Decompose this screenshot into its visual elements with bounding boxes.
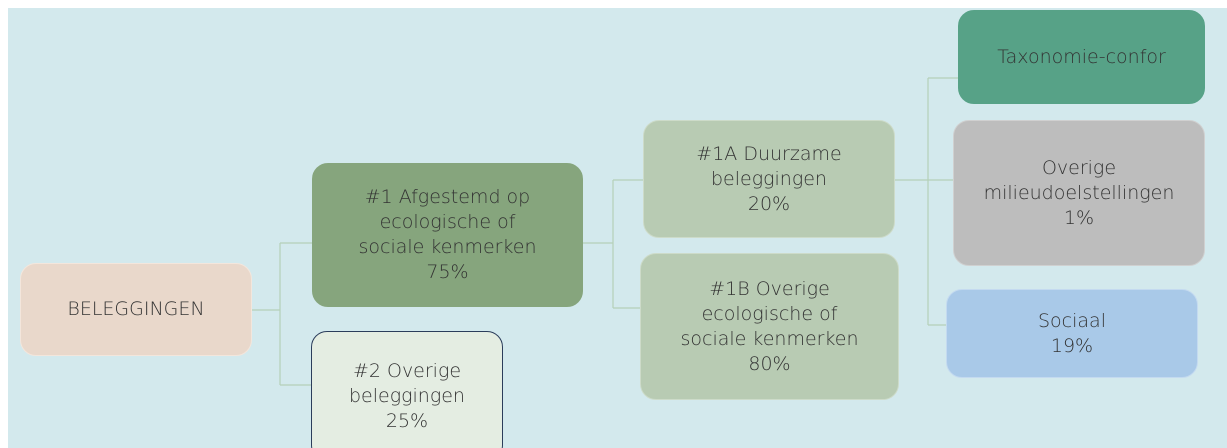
node-label: milieudoelstellingen (983, 181, 1175, 204)
node: Overige milieudoelstellingen 1% (953, 120, 1205, 266)
node-label: BELEGGINGEN (67, 298, 205, 320)
node-label: sociale kenmerken (680, 327, 859, 350)
node: #2 Overige beleggingen 25% (311, 331, 503, 448)
node-label: 20% (747, 192, 791, 215)
node-label: beleggingen (711, 167, 827, 190)
connectors (252, 77, 958, 386)
node: #1A Duurzame beleggingen 20% (643, 120, 895, 238)
node-label: beleggingen (349, 384, 465, 407)
node-label: 75% (426, 261, 469, 283)
node: Taxonomie-confor (958, 10, 1205, 104)
node-label: ecologische of (701, 302, 838, 325)
node-label: #1A Duurzame (696, 142, 842, 165)
node-label: 25% (385, 409, 429, 432)
node: Sociaal 19% (946, 289, 1198, 378)
node-label: #1 Afgestemd op (364, 186, 531, 208)
node-label: 19% (1050, 334, 1094, 357)
node: BELEGGINGEN (20, 263, 252, 356)
node-label: 1% (1063, 206, 1095, 229)
node-label: sociale kenmerken (358, 236, 537, 258)
node-label: Sociaal (1038, 309, 1106, 332)
node-label: #1B Overige (709, 277, 830, 300)
node-label: ecologische of (379, 211, 516, 233)
node: #1 Afgestemd op ecologische of sociale ken… (312, 163, 583, 307)
node-label: Overige (1041, 156, 1117, 179)
node-label: 80% (748, 352, 791, 375)
node-label: #2 Overige (352, 359, 462, 382)
diagram: BELEGGINGEN #1 Afgestemd op ecologische of… (8, 8, 1227, 448)
node-label: Taxonomie-confor (997, 45, 1166, 68)
node: #1B Overige ecologische of sociale kenmerk… (640, 253, 899, 400)
